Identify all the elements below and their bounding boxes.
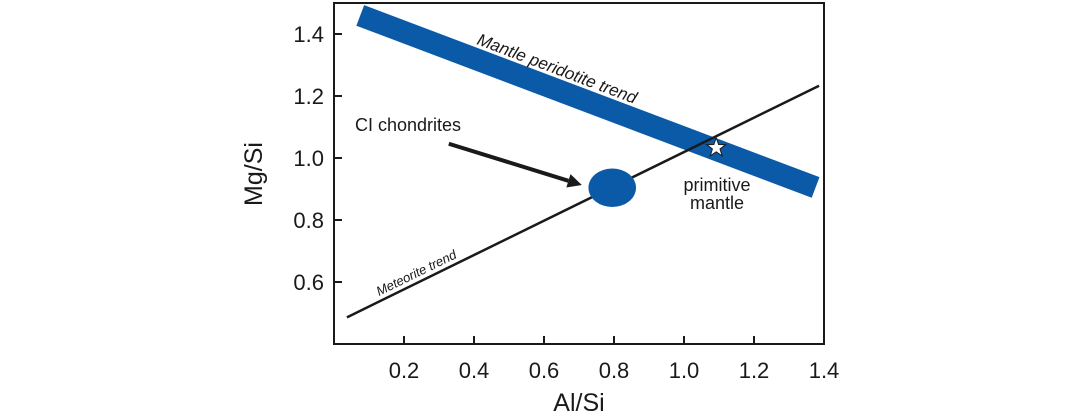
ci-chondrites-ellipse [588, 168, 637, 207]
arrow-line [448, 141, 570, 183]
meteorite-trend-label: Meteorite trend [374, 246, 460, 298]
mantle-peridotite-trend-band [356, 5, 820, 198]
x-tick-label: 1.4 [809, 358, 840, 383]
y-tick-label: 0.8 [293, 208, 324, 233]
primitive-mantle-star-icon [705, 136, 728, 158]
x-tick-label: 0.8 [599, 358, 630, 383]
arrow-head-icon [566, 174, 582, 188]
x-tick-label: 1.2 [739, 358, 770, 383]
x-tick-label: 0.6 [529, 358, 560, 383]
x-tick-label: 0.4 [459, 358, 490, 383]
meteorite-trend-line [346, 84, 820, 319]
x-tick-label: 1.0 [669, 358, 700, 383]
primitive-mantle-label: mantle [690, 193, 744, 213]
x-tick-label: 0.2 [389, 358, 420, 383]
y-tick-label: 1.4 [293, 22, 324, 47]
ci-chondrites-label: CI chondrites [355, 115, 461, 135]
y-axis-label: Mg/Si [240, 142, 268, 206]
primitive-mantle-label: primitive [683, 175, 750, 195]
y-tick-label: 0.6 [293, 270, 324, 295]
y-tick-label: 1.0 [293, 146, 324, 171]
plot-frame [333, 2, 825, 345]
y-tick-label: 1.2 [293, 84, 324, 109]
x-axis-label: Al/Si [553, 389, 604, 416]
